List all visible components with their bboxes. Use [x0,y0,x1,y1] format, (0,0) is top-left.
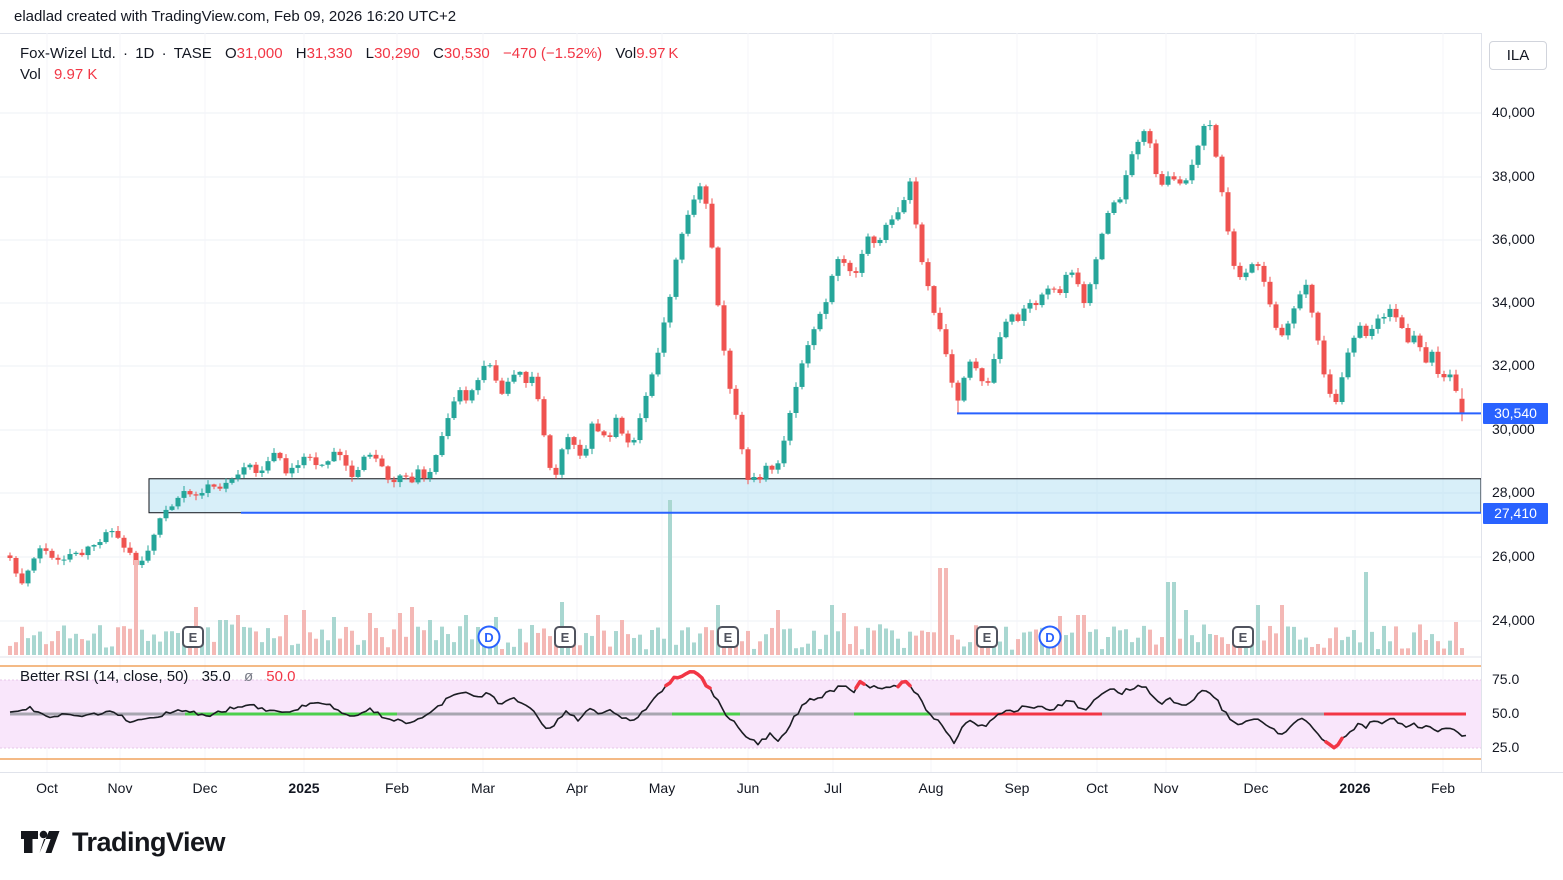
rsi-value: 35.0 [201,668,231,685]
change-value: −470 (−1.52%) [502,45,603,62]
svg-text:E: E [724,630,733,645]
price-axis[interactable] [1481,33,1563,772]
month-tick-label: Feb [1430,780,1456,796]
price-line-badge: 27,410 [1483,503,1548,524]
rsi-avg-symbol: ø [243,668,254,685]
volume-indicator-legend[interactable]: Vol 9.97 K [20,66,97,83]
price-tick-label: 38,000 [1492,168,1535,184]
rsi-tick-label: 75.0 [1492,671,1520,687]
vol-row-value: 9.97 K [54,66,98,83]
rsi-tick-label: 25.0 [1492,739,1520,755]
price-tick-label: 24,000 [1492,612,1535,628]
currency-badge[interactable]: ILA [1489,41,1547,70]
price-tick-label: 30,000 [1492,421,1535,437]
rsi-avg-value: 50.0 [266,668,296,685]
month-tick-label: Sep [1004,780,1030,796]
tradingview-logo-text: TradingView [72,826,226,857]
rsi-tick-label: 50.0 [1492,705,1520,721]
month-tick-label: Mar [470,780,496,796]
month-tick-label: Dec [1243,780,1269,796]
month-tick-label: Nov [107,780,133,796]
header-divider [0,33,1563,34]
tradingview-logo-icon [21,830,60,853]
svg-text:D: D [1045,630,1054,645]
time-axis[interactable] [0,772,1563,806]
month-tick-label: Oct [1086,780,1108,796]
price-tick-label: 40,000 [1492,104,1535,120]
volume-label: Vol [615,45,637,62]
legend-separator: · [161,45,167,62]
price-tick-label: 36,000 [1492,231,1535,247]
low-value: 30,290 [373,45,420,62]
attribution-text: eladlad created with TradingView.com, Fe… [14,8,457,25]
symbol-exchange: TASE [173,45,212,62]
svg-text:D: D [484,630,493,645]
month-tick-label: Dec [192,780,218,796]
month-tick-label: Aug [918,780,944,796]
close-value: 30,530 [443,45,490,62]
low-label: L [365,45,374,62]
volume-value: 9.97 K [636,45,679,62]
svg-text:E: E [561,630,570,645]
month-tick-label: Jun [736,780,760,796]
price-line-badge: 30,540 [1483,403,1548,424]
tradingview-logo[interactable]: TradingView [20,824,226,860]
open-value: 31,000 [236,45,283,62]
rsi-indicator-legend[interactable]: Better RSI (14, close, 50) 35.0 ø 50.0 [20,668,296,685]
vol-row-label: Vol [20,66,41,83]
month-tick-label: Feb [384,780,410,796]
month-tick-label: 2026 [1339,780,1371,796]
high-label: H [295,45,307,62]
rsi-title[interactable]: Better RSI (14, close, 50) [20,668,189,685]
month-tick-label: Jul [824,780,842,796]
open-label: O [224,45,237,62]
month-tick-label: Oct [36,780,58,796]
svg-text:E: E [983,630,992,645]
month-tick-label: Nov [1153,780,1179,796]
close-label: C [433,45,444,62]
svg-text:E: E [1239,630,1248,645]
price-tick-label: 26,000 [1492,548,1535,564]
symbol-legend[interactable]: Fox-Wizel Ltd. · 1D · TASE O31,000 H31,3… [20,45,678,62]
month-tick-label: 2025 [288,780,320,796]
month-tick-label: Apr [566,780,588,796]
symbol-name[interactable]: Fox-Wizel Ltd. [20,45,116,62]
price-tick-label: 28,000 [1492,484,1535,500]
price-tick-label: 32,000 [1492,357,1535,373]
symbol-interval[interactable]: 1D [135,45,155,62]
legend-separator: · [123,45,129,62]
price-tick-label: 34,000 [1492,294,1535,310]
svg-text:E: E [189,630,198,645]
month-tick-label: May [648,780,676,796]
high-value: 31,330 [306,45,353,62]
